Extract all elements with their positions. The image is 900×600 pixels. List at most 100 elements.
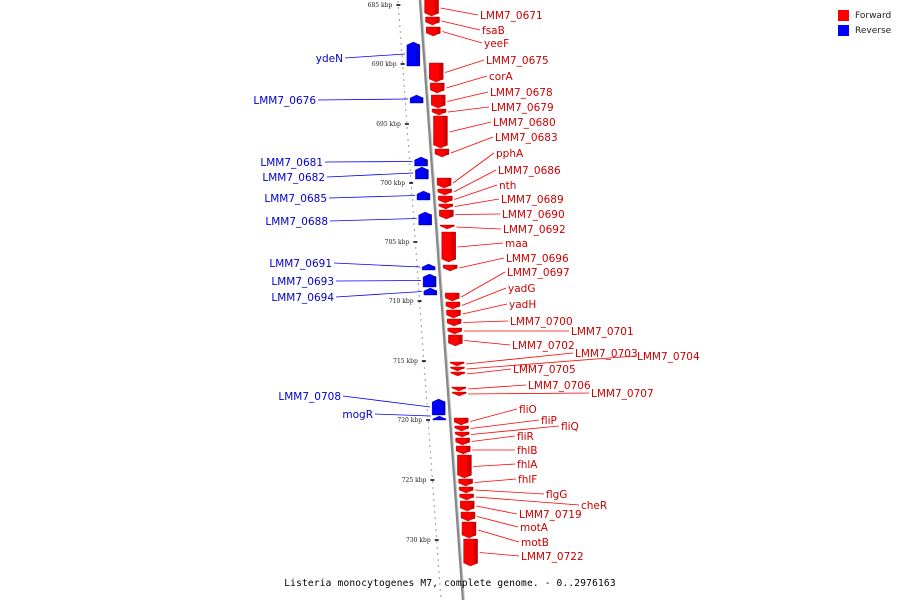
forward-gene-label: fliP: [541, 415, 557, 427]
reverse-gene[interactable]: [432, 415, 447, 421]
forward-gene[interactable]: [454, 431, 470, 438]
forward-gene-label: fhlB: [517, 445, 537, 457]
reverse-gene-label: LMM7_0693: [271, 276, 334, 288]
forward-gene[interactable]: [441, 231, 456, 263]
reverse-gene-label: LMM7_0685: [264, 193, 327, 205]
forward-gene[interactable]: [459, 493, 474, 501]
forward-gene[interactable]: [455, 437, 470, 446]
reverse-leader-line: [324, 161, 413, 163]
forward-gene[interactable]: [438, 195, 453, 204]
forward-gene[interactable]: [437, 188, 452, 196]
forward-gene[interactable]: [445, 301, 461, 310]
forward-gene[interactable]: [463, 538, 478, 567]
forward-gene[interactable]: [426, 26, 441, 37]
ruler-dot: [417, 277, 419, 279]
forward-gene[interactable]: [458, 486, 474, 494]
forward-gene[interactable]: [454, 417, 469, 426]
ruler-dot: [439, 583, 441, 585]
forward-gene[interactable]: [456, 445, 471, 455]
reverse-gene-label: LMM7_0694: [271, 292, 334, 304]
forward-gene[interactable]: [439, 209, 454, 220]
legend-label-reverse: Reverse: [855, 25, 892, 36]
reverse-gene[interactable]: [431, 398, 446, 416]
reverse-gene[interactable]: [416, 190, 431, 201]
forward-leader-line: [470, 408, 518, 422]
ruler-dot: [435, 535, 438, 537]
forward-gene[interactable]: [440, 224, 455, 230]
forward-gene[interactable]: [433, 115, 448, 149]
ruler-dot: [405, 109, 407, 111]
forward-gene[interactable]: [450, 366, 465, 372]
forward-gene[interactable]: [428, 62, 444, 83]
forward-gene[interactable]: [431, 94, 446, 109]
reverse-gene[interactable]: [415, 166, 429, 180]
ruler-dot: [418, 295, 420, 297]
forward-gene[interactable]: [460, 511, 476, 522]
reverse-gene[interactable]: [421, 263, 436, 271]
forward-gene[interactable]: [449, 361, 465, 367]
forward-leader-line: [466, 355, 636, 370]
reverse-gene[interactable]: [418, 211, 432, 226]
reverse-gene[interactable]: [423, 287, 438, 296]
ruler-dot: [422, 355, 425, 357]
forward-gene-label: LMM7_0689: [501, 194, 564, 206]
forward-leader-line: [445, 59, 485, 73]
ruler-dot: [429, 445, 431, 447]
forward-gene[interactable]: [443, 264, 458, 272]
forward-gene[interactable]: [434, 148, 450, 158]
forward-gene-label: fliO: [519, 404, 537, 416]
ruler-dot: [431, 469, 433, 471]
forward-gene-label: fliQ: [561, 421, 579, 433]
ruler-dot: [410, 187, 413, 189]
ruler-dot: [412, 205, 414, 207]
forward-leader-line: [446, 75, 488, 89]
ruler-tick-label: 725 kbp: [402, 477, 427, 484]
ruler-dot: [404, 97, 406, 99]
forward-leader-line: [474, 478, 517, 483]
ruler-dot: [403, 91, 406, 93]
forward-gene[interactable]: [451, 386, 467, 392]
forward-gene[interactable]: [457, 454, 472, 479]
forward-gene[interactable]: [458, 478, 473, 487]
forward-leader-line: [452, 152, 495, 184]
forward-gene[interactable]: [450, 371, 466, 377]
forward-leader-line: [466, 368, 512, 375]
forward-gene-label: LMM7_0679: [491, 102, 554, 114]
ruler-dot: [416, 271, 419, 273]
forward-gene[interactable]: [438, 203, 453, 210]
reverse-gene-label: LMM7_0682: [262, 172, 325, 184]
forward-leader-line: [459, 257, 505, 269]
legend-entry-reverse: Reverse: [838, 23, 891, 38]
forward-gene[interactable]: [452, 391, 467, 397]
forward-gene[interactable]: [425, 16, 440, 26]
reverse-gene-label: LMM7_0688: [265, 216, 328, 228]
forward-leader-line: [454, 184, 498, 200]
reverse-gene[interactable]: [406, 41, 421, 67]
forward-gene[interactable]: [460, 500, 475, 512]
forward-gene[interactable]: [445, 292, 460, 302]
ruler-dot: [434, 517, 436, 519]
forward-gene[interactable]: [446, 318, 462, 327]
forward-gene[interactable]: [431, 108, 447, 116]
ruler-dot: [399, 25, 401, 27]
forward-gene[interactable]: [448, 334, 463, 347]
forward-gene[interactable]: [446, 309, 461, 319]
reverse-gene[interactable]: [409, 94, 424, 104]
forward-gene[interactable]: [436, 177, 452, 189]
forward-gene[interactable]: [447, 327, 462, 335]
forward-gene[interactable]: [424, 0, 439, 17]
reverse-gene[interactable]: [414, 156, 428, 167]
legend-label-forward: Forward: [855, 10, 892, 21]
ruler-dot: [398, 19, 401, 21]
forward-gene[interactable]: [454, 425, 469, 432]
forward-gene[interactable]: [461, 521, 477, 539]
forward-swatch: [838, 10, 849, 21]
ruler-dot: [406, 121, 408, 123]
ruler-tick-label: 710 kbp: [389, 298, 414, 305]
reverse-gene[interactable]: [422, 273, 437, 288]
reverse-leader-line: [328, 195, 416, 199]
forward-gene[interactable]: [430, 82, 445, 94]
ruler-dot: [419, 313, 422, 315]
ruler-dot: [431, 481, 434, 483]
ruler-dot: [407, 145, 410, 147]
